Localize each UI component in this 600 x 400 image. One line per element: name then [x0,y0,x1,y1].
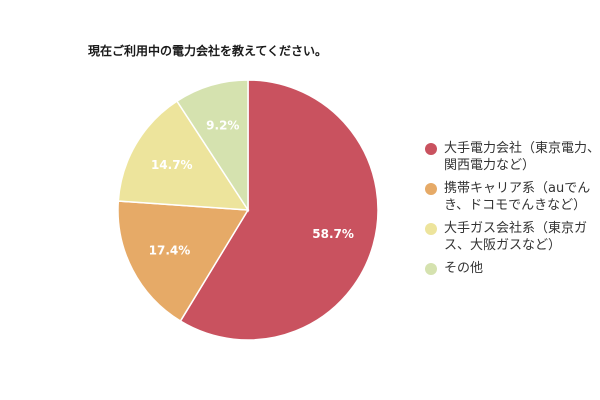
legend-label-3: その他 [444,261,484,276]
legend-label-1: 携帯キャリア系（auでん き、ドコモでんきなど） [444,181,591,213]
legend-swatch-1 [425,183,437,195]
slice-value-label-0: 58.7% [312,227,354,241]
legend-label-2: 大手ガス会社系（東京ガ ス、大阪ガスなど） [444,221,588,253]
pie-slice-3 [175,79,249,213]
slice-value-label-3: 9.2% [206,118,239,132]
legend-item-3[interactable]: その他 [425,260,600,277]
pie-slice-1 [117,200,250,323]
legend-label-0: 大手電力会社（東京電力、 関西電力など） [444,141,600,173]
legend-swatch-0 [425,143,437,155]
slice-value-label-1: 17.4% [149,244,191,258]
legend-item-1[interactable]: 携帯キャリア系（auでん き、ドコモでんきなど） [425,180,600,214]
legend-item-0[interactable]: 大手電力会社（東京電力、 関西電力など） [425,140,600,174]
pie-slice-2 [117,100,250,211]
slice-value-label-2: 14.7% [151,158,193,172]
legend-swatch-2 [425,223,437,235]
legend-item-2[interactable]: 大手ガス会社系（東京ガ ス、大阪ガスなど） [425,220,600,254]
pie-slice-0 [179,79,379,341]
legend-swatch-3 [425,263,437,275]
chart-title: 現在ご利用中の電力会社を教えてください。 [88,44,328,58]
legend: 大手電力会社（東京電力、 関西電力など） 携帯キャリア系（auでん き、ドコモでん… [425,140,600,283]
